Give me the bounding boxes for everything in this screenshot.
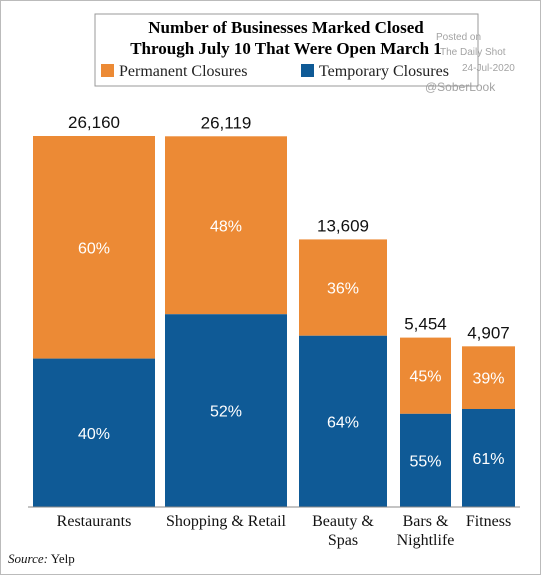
bar-segment [33,358,155,507]
watermark: @SoberLook [425,80,496,94]
category-label: Shopping & Retail [166,513,286,530]
category-label: Bars & Nightlife [396,513,455,549]
segment-label: 52% [210,404,242,421]
category-label: Fitness [465,513,512,530]
category-label: Beauty & Spas [312,513,374,549]
watermark: 24-Jul-2020 [462,63,515,74]
legend-swatch [101,64,114,77]
legend-label: Permanent Closures [119,63,247,80]
total-label: 4,907 [467,323,510,342]
bar-segment [400,413,451,507]
bar-segment [165,314,287,507]
total-label: 5,454 [404,315,447,334]
bar-segment [462,408,515,507]
segment-label: 39% [472,371,504,388]
watermark: The Daily Shot [440,47,506,58]
bar-segment [165,136,287,315]
segment-label: 36% [327,281,359,298]
total-label: 26,160 [68,113,120,132]
segment-label: 61% [472,451,504,468]
chart-title: Number of Businesses Marked Closed [148,18,424,37]
bar-segment [299,335,387,507]
legend-label: Temporary Closures [319,63,449,80]
segment-label: 64% [327,414,359,431]
bar-segment [400,337,451,414]
title-box [94,13,479,87]
bar-segment [33,136,155,359]
watermark: Posted on [436,32,481,43]
segment-label: 55% [409,453,441,470]
legend-swatch [301,64,314,77]
category-label: Restaurants [56,513,132,530]
chart-title: Through July 10 That Were Open March 1 [130,39,442,58]
segment-label: 60% [78,240,110,257]
segment-label: 40% [78,426,110,443]
total-label: 26,119 [201,113,252,132]
source-text: Yelp [50,551,75,566]
source: Source: Yelp [8,551,75,567]
segment-label: 48% [210,218,242,235]
total-label: 13,609 [317,216,369,235]
bar-segment [299,239,387,336]
bar-segment [462,346,515,409]
segment-label: 45% [409,369,441,386]
source-label: Source: [8,551,48,566]
